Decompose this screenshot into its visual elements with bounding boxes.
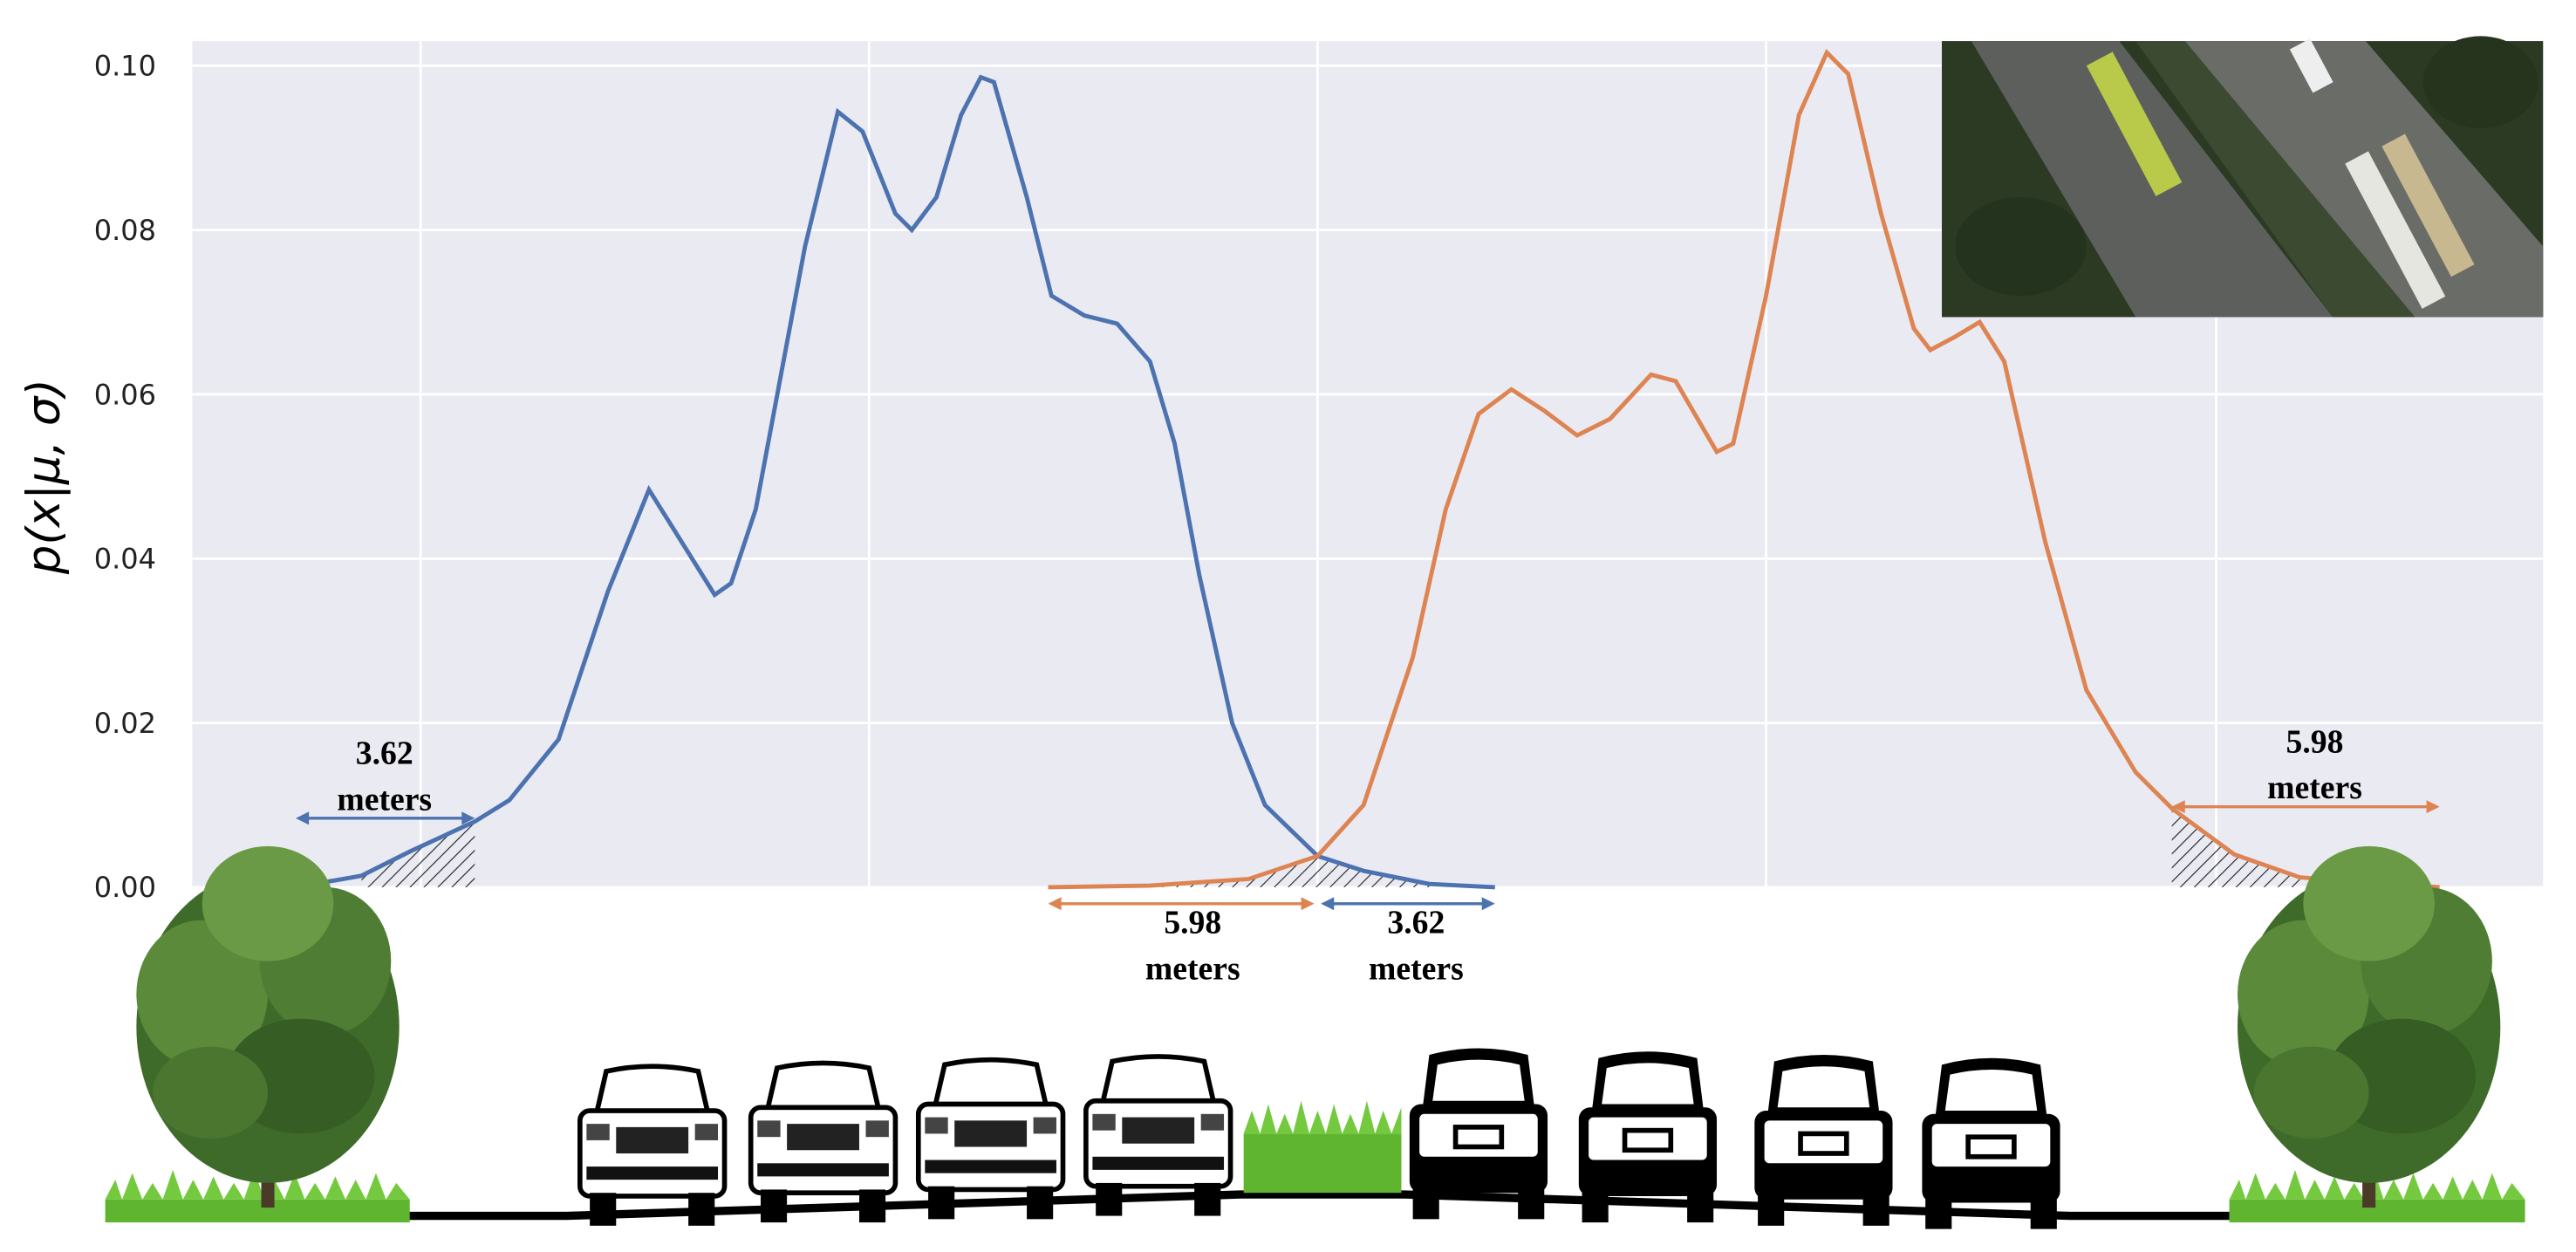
arrow-head	[1301, 897, 1315, 911]
annotation-unit: meters	[2267, 770, 2362, 806]
annotation-value: 5.98	[1164, 905, 1221, 941]
y-tick-label: 0.04	[94, 543, 156, 576]
arrow-head	[1321, 897, 1335, 911]
annotation-unit: meters	[1145, 950, 1240, 987]
grid	[192, 41, 2544, 889]
series-line	[295, 74, 1495, 890]
y-tick-label: 0.00	[94, 871, 156, 904]
arrow-head	[296, 811, 310, 825]
annotation-value: 3.62	[356, 735, 413, 772]
arrow-head	[2171, 800, 2185, 814]
y-tick-label: 0.08	[94, 214, 156, 247]
road-scene	[105, 845, 2525, 1229]
annotation-value: 5.98	[2286, 724, 2344, 761]
hatch-area	[1150, 856, 1318, 887]
inset-image	[1942, 36, 2544, 318]
y-tick-label: 0.02	[94, 707, 156, 740]
arrow-head	[2426, 800, 2440, 814]
y-tick-label: 0.06	[94, 378, 156, 411]
series-line	[1048, 49, 2440, 890]
annotation-value: 3.62	[1387, 905, 1445, 941]
annotation-unit: meters	[1369, 950, 1464, 987]
ticks: 0.00 0.02 0.04 0.06 0.08 0.10	[94, 50, 156, 905]
hatch-area	[361, 821, 475, 887]
arrow-head	[1048, 897, 1062, 911]
y-axis-label: p(x|μ, σ)	[17, 379, 71, 575]
arrow-head	[1481, 897, 1495, 911]
annotations: 3.62 meters 5.98 meters 5.98 meters 3.62 meters	[296, 724, 2440, 987]
arrow-head	[461, 811, 475, 825]
y-tick-label: 0.10	[94, 50, 156, 83]
annotation-unit: meters	[337, 781, 432, 818]
lines	[295, 49, 2440, 890]
